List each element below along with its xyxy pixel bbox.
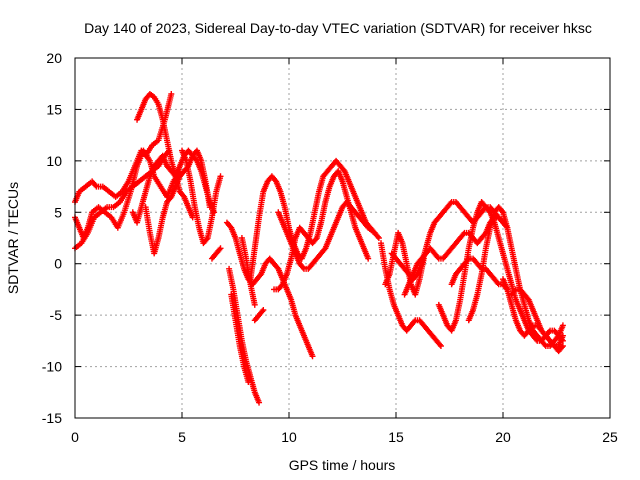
y-tick-label: 0 [54, 256, 62, 272]
data-point [375, 235, 382, 241]
data-point [559, 343, 566, 349]
data-point [257, 272, 264, 279]
data-point [312, 236, 319, 243]
data-point [203, 236, 210, 243]
data-point [260, 307, 267, 313]
data-point [498, 208, 505, 214]
series-track-10 [226, 265, 263, 406]
data-point [559, 332, 566, 339]
y-tick-label: -10 [42, 359, 62, 375]
data-point [494, 280, 501, 286]
data-point [434, 254, 441, 261]
data-point [464, 256, 471, 263]
axis-ticks: 0 5 10 15 20 25 -15 -10 -5 0 5 10 15 20 [42, 50, 618, 445]
data-point [546, 328, 553, 335]
x-tick-label: 25 [602, 429, 618, 445]
data-marks [72, 91, 566, 406]
data-point [558, 344, 565, 351]
data-point [541, 341, 548, 348]
data-point [437, 343, 444, 349]
series-track-16 [275, 199, 378, 272]
series-track-17 [378, 240, 444, 349]
x-tick-label: 15 [388, 429, 404, 445]
series-track-12 [238, 235, 258, 308]
data-point [217, 173, 224, 180]
data-point [447, 200, 454, 207]
data-point [259, 308, 266, 315]
data-point [180, 192, 187, 199]
data-point [371, 229, 378, 236]
data-point [559, 322, 566, 329]
x-tick-label: 20 [495, 429, 511, 445]
grid [75, 58, 610, 418]
series-track-15 [271, 168, 372, 293]
data-point [511, 287, 518, 294]
data-point [365, 255, 372, 262]
y-tick-label: -15 [42, 410, 62, 426]
data-point [217, 245, 224, 252]
x-tick-label: 0 [71, 429, 79, 445]
y-tick-label: 10 [46, 153, 62, 169]
series-track-23 [465, 204, 566, 349]
series-track-11 [228, 291, 252, 385]
y-tick-label: 20 [46, 50, 62, 66]
y-tick-label: -5 [50, 307, 63, 323]
data-point [167, 195, 174, 202]
data-point [168, 91, 175, 97]
x-tick-label: 5 [178, 429, 186, 445]
y-tick-label: 15 [46, 101, 62, 117]
series-track-14 [251, 307, 267, 324]
data-point [411, 318, 418, 325]
plot-frame [74, 57, 611, 419]
data-point [216, 246, 223, 253]
x-axis-title: GPS time / hours [289, 457, 396, 473]
data-point [274, 264, 281, 271]
data-point [251, 301, 258, 308]
chart-title: Day 140 of 2023, Sidereal Day-to-day VTE… [84, 20, 592, 36]
series-track-07 [179, 147, 224, 247]
data-point [528, 323, 535, 330]
data-point [460, 231, 467, 238]
y-tick-label: 5 [54, 204, 62, 220]
series-track-03 [72, 147, 183, 241]
data-point [256, 399, 263, 406]
data-point [374, 233, 381, 240]
data-point [245, 379, 252, 385]
series-track-25 [508, 286, 566, 355]
data-point [309, 353, 316, 360]
y-axis-title: SDTVAR / TECUs [5, 182, 21, 294]
data-point [340, 166, 347, 173]
x-tick-label: 10 [281, 429, 297, 445]
data-point [92, 182, 99, 189]
series-track-08 [208, 245, 224, 262]
data-point [299, 264, 306, 271]
data-point [436, 341, 443, 348]
